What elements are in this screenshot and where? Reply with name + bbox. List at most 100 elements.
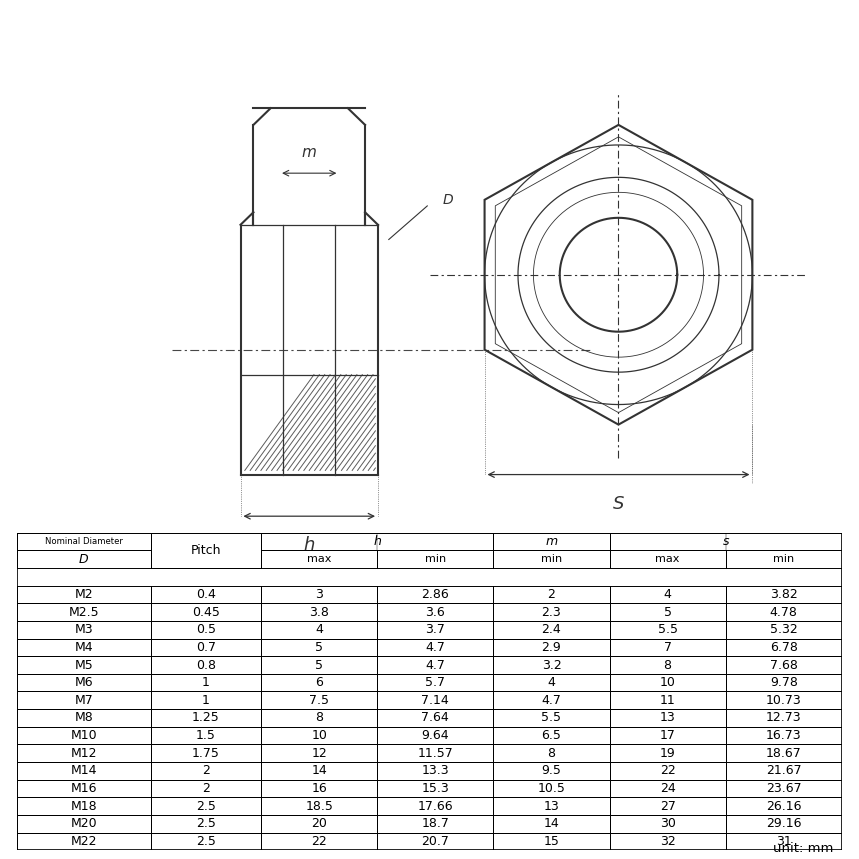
Text: 22: 22 — [660, 765, 675, 777]
Text: 0.45: 0.45 — [192, 606, 220, 618]
Text: 2.86: 2.86 — [422, 588, 449, 601]
Text: M6: M6 — [75, 676, 94, 689]
Text: 7: 7 — [664, 641, 672, 654]
Text: 18.5: 18.5 — [305, 800, 333, 813]
Text: 17: 17 — [660, 729, 675, 742]
Text: 6: 6 — [315, 676, 323, 689]
Text: 5: 5 — [315, 641, 323, 654]
Text: 0.8: 0.8 — [196, 659, 216, 672]
Text: 30: 30 — [660, 818, 675, 831]
Text: 3.8: 3.8 — [309, 606, 329, 618]
Text: D: D — [442, 192, 453, 207]
Text: 1.75: 1.75 — [192, 746, 220, 760]
Text: 13.3: 13.3 — [422, 765, 449, 777]
Text: 18.67: 18.67 — [766, 746, 801, 760]
Text: 10: 10 — [660, 676, 675, 689]
Text: Nominal Diameter: Nominal Diameter — [45, 537, 123, 546]
Text: min: min — [541, 554, 562, 564]
Text: M2: M2 — [75, 588, 94, 601]
Text: 14: 14 — [311, 765, 327, 777]
Text: 5: 5 — [315, 659, 323, 672]
Text: 8: 8 — [547, 746, 556, 760]
Text: Pitch: Pitch — [191, 544, 221, 557]
Text: 12: 12 — [311, 746, 327, 760]
Text: 23.67: 23.67 — [766, 782, 801, 795]
Text: 2.5: 2.5 — [196, 818, 216, 831]
Text: 5.32: 5.32 — [770, 623, 798, 637]
Text: 22: 22 — [311, 835, 327, 848]
Text: 2.4: 2.4 — [541, 623, 561, 637]
Text: 3.6: 3.6 — [425, 606, 445, 618]
Text: 9.64: 9.64 — [422, 729, 449, 742]
Text: D: D — [79, 552, 88, 565]
Text: M2.5: M2.5 — [69, 606, 100, 618]
Text: 1.5: 1.5 — [196, 729, 216, 742]
Text: 2.5: 2.5 — [196, 800, 216, 813]
Text: 12.73: 12.73 — [766, 711, 801, 724]
Text: M7: M7 — [75, 694, 94, 707]
Text: min: min — [424, 554, 446, 564]
Text: 10: 10 — [311, 729, 327, 742]
Text: 1.25: 1.25 — [192, 711, 220, 724]
Text: 0.5: 0.5 — [196, 623, 216, 637]
Text: M4: M4 — [75, 641, 94, 654]
Text: 1: 1 — [202, 694, 210, 707]
Text: M18: M18 — [70, 800, 97, 813]
Text: M8: M8 — [75, 711, 94, 724]
Text: 19: 19 — [660, 746, 675, 760]
Text: 32: 32 — [660, 835, 675, 848]
Text: M22: M22 — [70, 835, 97, 848]
Text: 2: 2 — [202, 765, 210, 777]
Text: 7.14: 7.14 — [422, 694, 449, 707]
Text: 4.7: 4.7 — [541, 694, 562, 707]
Text: 15.3: 15.3 — [422, 782, 449, 795]
Text: 15: 15 — [544, 835, 559, 848]
Text: 4.7: 4.7 — [425, 641, 445, 654]
Text: 2.3: 2.3 — [541, 606, 561, 618]
Text: 4.78: 4.78 — [770, 606, 798, 618]
Text: 5.7: 5.7 — [425, 676, 445, 689]
Text: 8: 8 — [664, 659, 672, 672]
Text: 6.5: 6.5 — [541, 729, 562, 742]
Text: 11.57: 11.57 — [417, 746, 454, 760]
Text: 16.73: 16.73 — [766, 729, 801, 742]
Text: 26.16: 26.16 — [766, 800, 801, 813]
Text: M14: M14 — [70, 765, 97, 777]
Text: 16: 16 — [311, 782, 327, 795]
Text: 20.7: 20.7 — [422, 835, 449, 848]
Text: 5.5: 5.5 — [541, 711, 562, 724]
Text: 21.67: 21.67 — [766, 765, 801, 777]
Text: s: s — [722, 535, 729, 548]
Text: 0.4: 0.4 — [196, 588, 216, 601]
Text: M5: M5 — [75, 659, 94, 672]
Text: 9.78: 9.78 — [770, 676, 798, 689]
Text: 2.9: 2.9 — [541, 641, 561, 654]
Text: M16: M16 — [70, 782, 97, 795]
Text: 3: 3 — [315, 588, 323, 601]
Text: 13: 13 — [544, 800, 559, 813]
Text: 4: 4 — [315, 623, 323, 637]
Text: 4: 4 — [547, 676, 556, 689]
Text: 5: 5 — [664, 606, 672, 618]
Text: M20: M20 — [70, 818, 97, 831]
Text: m: m — [545, 535, 557, 548]
Text: unit: mm: unit: mm — [773, 842, 833, 855]
Text: 8: 8 — [315, 711, 323, 724]
Text: 3.7: 3.7 — [425, 623, 445, 637]
Text: 10.73: 10.73 — [766, 694, 801, 707]
Text: M3: M3 — [75, 623, 94, 637]
Text: m: m — [302, 145, 317, 160]
Text: 6.78: 6.78 — [770, 641, 798, 654]
Text: 24: 24 — [660, 782, 675, 795]
Text: max: max — [655, 554, 679, 564]
Text: 3.2: 3.2 — [541, 659, 561, 672]
Text: 20: 20 — [311, 818, 327, 831]
Text: S: S — [612, 495, 624, 513]
Text: max: max — [307, 554, 332, 564]
Text: 31: 31 — [776, 835, 792, 848]
Text: M10: M10 — [70, 729, 97, 742]
Text: 29.16: 29.16 — [766, 818, 801, 831]
Text: 2.5: 2.5 — [196, 835, 216, 848]
Text: 2: 2 — [202, 782, 210, 795]
Text: h: h — [374, 535, 381, 548]
